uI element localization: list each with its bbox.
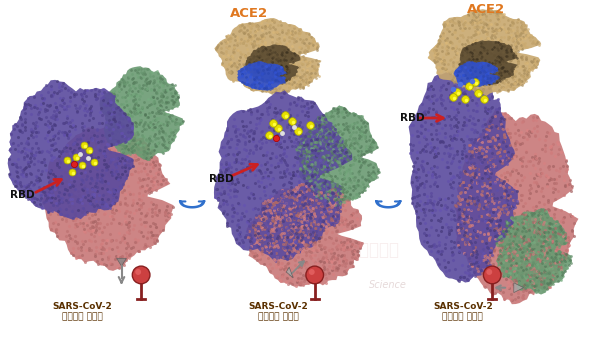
- Polygon shape: [514, 283, 524, 293]
- Text: Science: Science: [370, 280, 407, 290]
- Polygon shape: [409, 63, 518, 282]
- Text: 스파이크 단백질: 스파이크 단백질: [62, 312, 103, 321]
- Polygon shape: [214, 18, 322, 95]
- Polygon shape: [296, 105, 380, 207]
- Text: 기초과학연구원: 기초과학연구원: [329, 241, 399, 259]
- Polygon shape: [8, 80, 134, 220]
- Polygon shape: [41, 122, 173, 271]
- Circle shape: [484, 266, 501, 284]
- Text: ACE2: ACE2: [467, 3, 505, 16]
- Polygon shape: [246, 182, 363, 287]
- Text: 스파이크 단백질: 스파이크 단백질: [258, 312, 299, 321]
- Text: RBD: RBD: [209, 174, 233, 184]
- Text: SARS-CoV-2: SARS-CoV-2: [52, 302, 112, 311]
- Polygon shape: [286, 267, 293, 278]
- Text: SARS-CoV-2: SARS-CoV-2: [248, 302, 308, 311]
- Text: SARS-CoV-2: SARS-CoV-2: [433, 302, 493, 311]
- Polygon shape: [214, 90, 352, 263]
- Polygon shape: [454, 109, 578, 304]
- Text: 스파이크 단백질: 스파이크 단백질: [442, 312, 483, 321]
- Polygon shape: [116, 258, 127, 266]
- Polygon shape: [428, 8, 541, 96]
- Circle shape: [487, 269, 492, 275]
- Circle shape: [309, 269, 315, 275]
- Text: ACE2: ACE2: [230, 7, 268, 20]
- Circle shape: [306, 266, 323, 284]
- Circle shape: [132, 266, 150, 284]
- Polygon shape: [495, 208, 572, 294]
- Polygon shape: [100, 66, 184, 160]
- Text: ibs: ibs: [280, 232, 340, 266]
- Polygon shape: [245, 44, 301, 84]
- Text: RBD: RBD: [10, 190, 34, 200]
- Circle shape: [135, 269, 141, 275]
- Text: RBD: RBD: [400, 113, 425, 123]
- Polygon shape: [237, 61, 287, 90]
- Polygon shape: [459, 40, 518, 85]
- Polygon shape: [454, 61, 499, 87]
